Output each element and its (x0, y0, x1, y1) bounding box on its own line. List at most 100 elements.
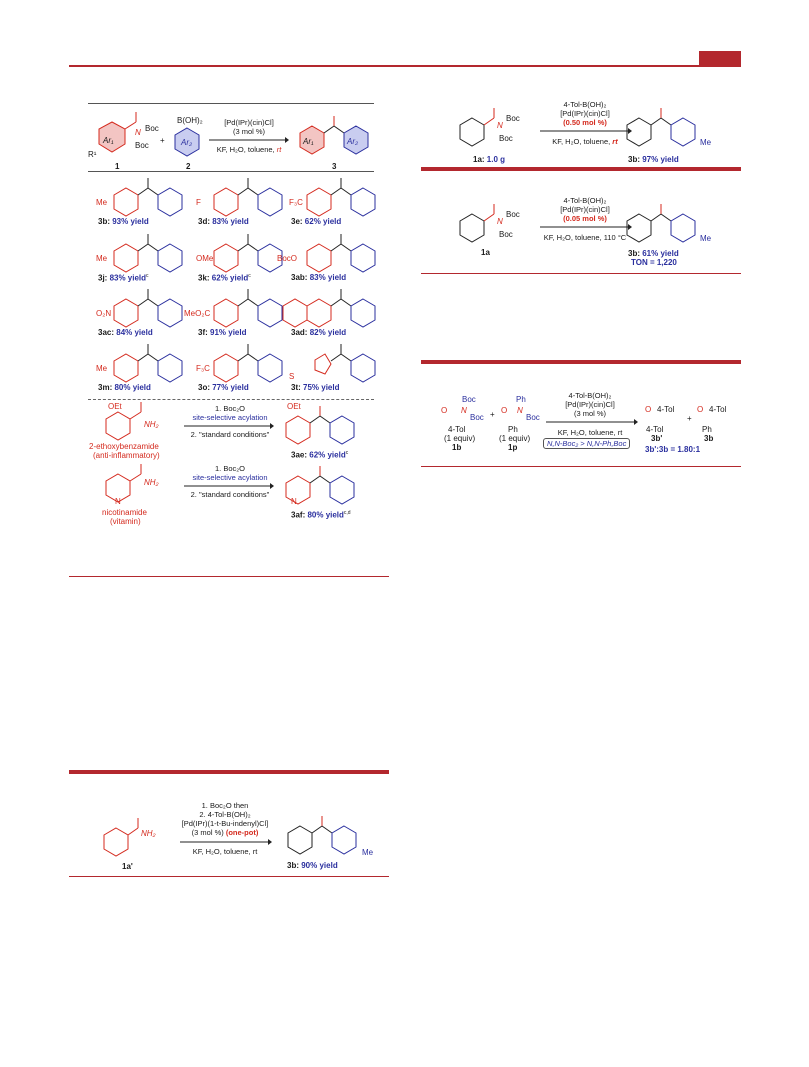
product-3ae-structure (285, 406, 355, 445)
ton-product-id: 3b (628, 249, 638, 258)
comp-b-eq: (1 equiv) (499, 434, 531, 443)
main-cond-3: KF, H₂O, toluene, rt (212, 145, 286, 154)
header-tab (699, 51, 741, 65)
ton-sm-label: 1a (481, 248, 490, 257)
product-id-3k: 3k (198, 273, 207, 283)
gram-boc2: Boc (499, 134, 513, 143)
comp-bottom-rule (421, 466, 741, 467)
product-3af-yield: 80% yield (307, 510, 344, 520)
ton-n: N (497, 217, 503, 226)
gram-cond-2: [Pd(IPr)(cin)Cl] (560, 109, 610, 118)
comp-b-o: O (501, 406, 508, 415)
comp-a-n: N (461, 406, 467, 415)
product-sub-3f: MeO₂C (184, 309, 211, 318)
drug2-desc: (vitamin) (110, 517, 141, 526)
comp-ratio: 3b':3b = 1.80:1 (645, 445, 701, 454)
product-structure-3t (314, 344, 376, 383)
gram-product-yield: 97% yield (642, 155, 679, 164)
product-caption-3e: 3e: 62% yield (291, 217, 342, 226)
product-entry-3m: Me 3m: 80% yield (92, 338, 187, 392)
product-sub-3d: F (196, 198, 201, 207)
plus-sign: + (160, 136, 165, 145)
comp-a-boc2: Boc (470, 413, 484, 422)
ton-cond-2: [Pd(IPr)(cin)Cl] (560, 205, 610, 214)
comp-a-o: O (441, 406, 448, 415)
product-sub-3e: F₃C (289, 198, 303, 207)
comp-b-ph2: Ph (508, 425, 518, 434)
product-note-3k: c (248, 273, 251, 279)
drug2-step-blue: site-selective acylation (192, 473, 268, 482)
onepot-cond-4-highlight: (one-pot) (225, 828, 259, 837)
onepot-sm-structure (103, 818, 139, 857)
product-caption-3m: 3m: 80% yield (98, 383, 151, 392)
gram-cond-4-rt: rt (612, 137, 618, 146)
product-caption-3j: 3j: 83% yieldc (98, 273, 149, 283)
product-id-3j: 3j (98, 273, 105, 283)
comp-cond-1: 4-Tol-B(OH)₂ (568, 391, 612, 400)
ton-me: Me (700, 234, 712, 243)
ton-value: TON = 1,220 (631, 258, 677, 267)
scheme-main-bottom-rule (69, 576, 389, 577)
reactant-2-structure (174, 127, 200, 157)
ton-boc1: Boc (506, 210, 520, 219)
comp-arrow (546, 419, 638, 425)
gram-product-id: 3b (628, 155, 638, 164)
product-entry-3ab: BocO 3ab: 83% yield (277, 228, 380, 282)
product-id-3ac: 3ac (98, 328, 112, 337)
ar2-label: Ar₂ (181, 138, 193, 147)
product-yield-3m: 80% yield (114, 383, 151, 392)
onepot-arrow (180, 839, 272, 845)
ethoxybenzamide-structure (105, 402, 142, 441)
header-rule (69, 65, 741, 67)
product-id-3ab: 3ab (291, 273, 305, 282)
product-ar1: Ar₁ (303, 137, 314, 146)
product-3af-structure (285, 466, 355, 505)
product-sub-3b: Me (96, 198, 108, 207)
comp-a-tol: 4-Tol (448, 425, 466, 434)
comp-p2-ph: Ph (702, 425, 712, 434)
drug2-step1: 1. Boc₂O (214, 464, 245, 473)
product-sub-3j: Me (96, 254, 108, 263)
gram-cond-4-text: KF, H₂O, toluene, (552, 137, 613, 146)
gram-sm-label: 1a (473, 155, 482, 164)
product-3af-note: c,d (343, 510, 351, 516)
product-yield-3k: 62% yield (211, 273, 249, 283)
r1-n-label: N (135, 128, 141, 137)
product-3ae-note: c (345, 450, 349, 456)
reactant-1-label: 1 (115, 162, 120, 171)
comp-b-boc: Boc (526, 413, 540, 422)
comp-plus-1: + (490, 410, 495, 419)
product-structure-3o (213, 344, 283, 383)
product-entry-3o: F₃C 3o: 77% yield (192, 338, 287, 392)
product-entry-3j: Me 3j: 83% yieldc (92, 228, 187, 283)
gram-sm-amount: 1.0 g (486, 155, 506, 164)
product-entry-3f: MeO₂C 3f: 91% yield (184, 283, 287, 337)
onepot-cond-5: KF, H₂O, toluene, rt (192, 847, 258, 856)
product-ar2: Ar₂ (347, 137, 359, 146)
product-entry-3b: Me 3b: 93% yield (92, 172, 187, 226)
onepot-cond-3: [Pd(IPr)(1-t-Bu-indenyl)Cl] (181, 819, 269, 828)
ton-product-yield: 61% yield (642, 249, 679, 258)
drug1-step-blue: site-selective acylation (192, 413, 268, 422)
gram-n: N (497, 121, 503, 130)
comp-plus-2: + (687, 414, 692, 423)
comp-p1-o: O (645, 405, 652, 414)
product-sub-3ac: O₂N (96, 309, 112, 318)
product-yield-3t: 75% yield (303, 383, 340, 392)
dashed-divider (88, 399, 374, 400)
gram-arrow (540, 128, 632, 134)
r1-boc-bottom: Boc (135, 141, 149, 150)
comp-b-id: 1p (508, 443, 518, 452)
product-entry-3t: S 3t: 75% yield (285, 338, 380, 392)
product-structure-3m (113, 344, 183, 383)
onepot-bottom-rule (69, 876, 389, 877)
product-sub-3t: S (289, 372, 295, 381)
onepot-cond-4-text: (3 mol %) (191, 828, 226, 837)
product-id-3m: 3m (98, 383, 110, 392)
product-yield-3ad: 82% yield (309, 328, 347, 337)
onepot-product-caption: 3b: 90% yield (287, 861, 338, 870)
comp-p1-tol2: 4-Tol (646, 425, 664, 434)
main-cond-2: (3 mol %) (232, 127, 266, 136)
product-sub-3ab: BocO (277, 254, 298, 263)
drug2-name: nicotinamide (102, 508, 147, 517)
